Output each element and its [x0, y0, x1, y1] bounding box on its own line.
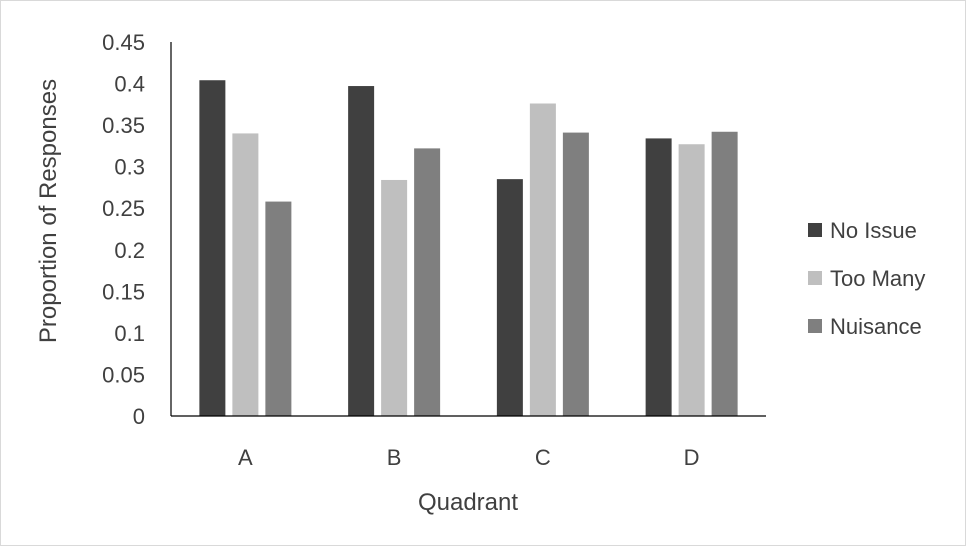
bar-no-issue-a — [199, 80, 226, 416]
y-tick-label: 0.05 — [102, 362, 145, 387]
bar-nuisance-b — [414, 148, 441, 417]
legend-swatch — [808, 271, 822, 285]
legend-label: No Issue — [830, 218, 917, 243]
bar-nuisance-c — [562, 132, 589, 416]
y-axis-label: Proportion of Responses — [35, 79, 62, 343]
x-tick-labels: A B C D — [238, 445, 700, 470]
legend-label: Nuisance — [830, 314, 922, 339]
legend-swatch — [808, 319, 822, 333]
legend-swatch — [808, 223, 822, 237]
y-tick-label: 0 — [133, 404, 145, 429]
x-tick-label: A — [238, 445, 253, 470]
bar-no-issue-b — [348, 86, 375, 416]
legend-label: Too Many — [830, 266, 925, 291]
bars-group — [199, 80, 738, 417]
y-tick-labels: 0 0.05 0.1 0.15 0.2 0.25 0.3 0.35 0.4 0.45 — [102, 30, 145, 429]
x-tick-label: D — [684, 445, 700, 470]
y-tick-label: 0.35 — [102, 113, 145, 138]
bar-too-many-b — [381, 179, 408, 416]
x-axis-label: Quadrant — [418, 489, 518, 516]
x-tick-label: C — [535, 445, 551, 470]
bar-no-issue-c — [496, 179, 523, 416]
bar-too-many-c — [529, 103, 556, 416]
bar-nuisance-d — [711, 131, 738, 416]
y-tick-label: 0.2 — [114, 238, 145, 263]
x-tick-label: B — [387, 445, 402, 470]
bar-too-many-a — [232, 133, 259, 416]
y-tick-label: 0.45 — [102, 30, 145, 55]
bar-nuisance-a — [265, 201, 292, 416]
y-tick-label: 0.1 — [114, 321, 145, 346]
y-tick-label: 0.25 — [102, 196, 145, 221]
bar-too-many-d — [678, 144, 705, 416]
y-tick-label: 0.15 — [102, 279, 145, 304]
legend: No Issue Too Many Nuisance — [808, 218, 925, 339]
y-tick-label: 0.3 — [114, 155, 145, 180]
y-tick-label: 0.4 — [114, 72, 145, 97]
bar-no-issue-d — [645, 138, 672, 417]
